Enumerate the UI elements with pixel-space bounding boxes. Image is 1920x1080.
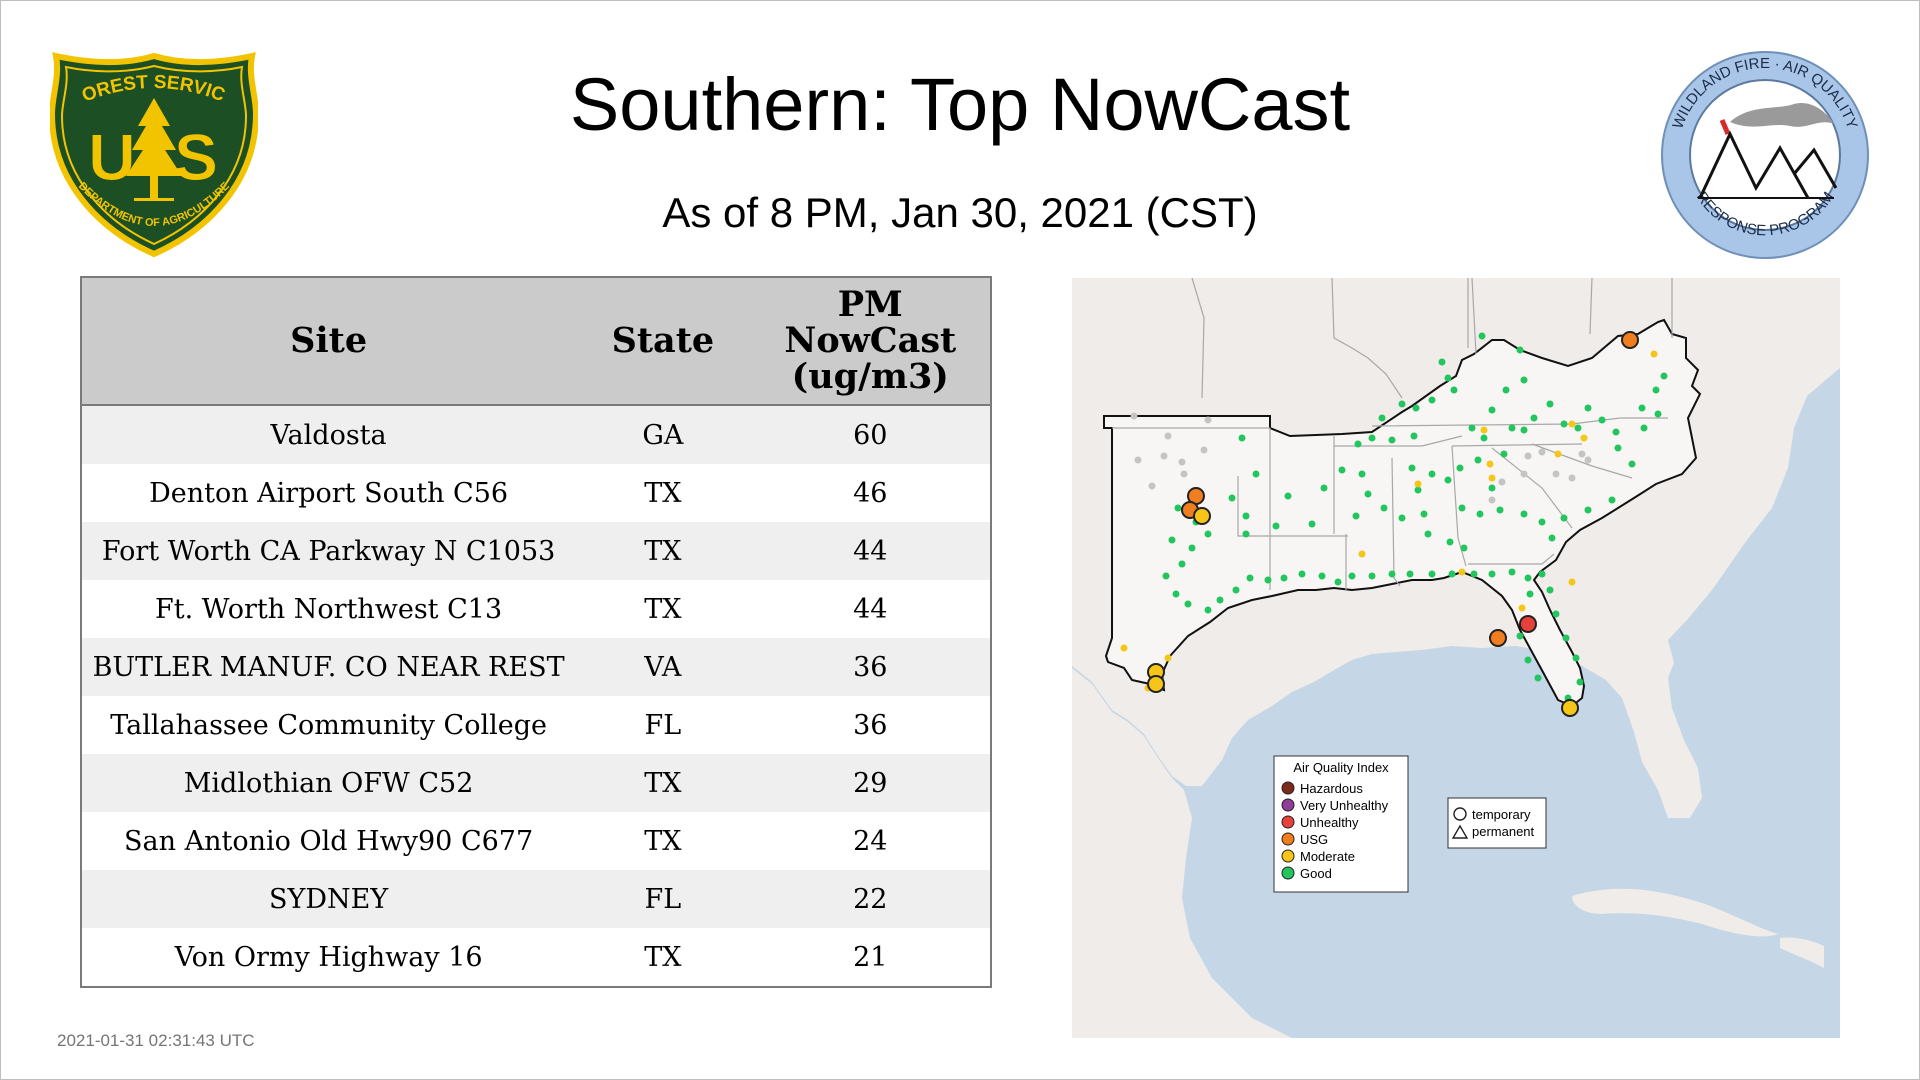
- map-state-borders: [1112, 277, 1673, 590]
- temporary-circle-icon: [1453, 807, 1467, 821]
- cell-value: 21: [750, 928, 991, 987]
- nowcast-table: Site State PM NowCast (ug/m3) Valdosta G…: [80, 276, 992, 988]
- page-title: Southern: Top NowCast: [569, 63, 1351, 146]
- cell-value: 29: [750, 754, 991, 812]
- cell-value: 24: [750, 812, 991, 870]
- cell-value: 36: [750, 696, 991, 754]
- table-row: San Antonio Old Hwy90 C677 TX 24: [81, 812, 991, 870]
- aqi-map-svg: Air Quality Index Hazardous Very Unhealt…: [1072, 277, 1840, 1038]
- legend-swatch-very-unhealthy: [1281, 798, 1295, 812]
- cell-state: TX: [575, 928, 751, 987]
- legend-swatch-good: [1281, 866, 1295, 880]
- col-header-site: Site: [81, 277, 576, 406]
- table-row: BUTLER MANUF. CO NEAR REST VA 36: [81, 638, 991, 696]
- cell-value: 46: [750, 464, 991, 522]
- legend-swatch-hazardous: [1281, 781, 1295, 795]
- map-hispaniola: [1780, 937, 1824, 968]
- footer-timestamp: 2021-01-31 02:31:43 UTC: [57, 1031, 255, 1050]
- map-cuba: [1572, 888, 1778, 937]
- cell-site: Midlothian OFW C52: [81, 754, 576, 812]
- cell-value: 44: [750, 580, 991, 638]
- pm-header-line3: (ug/m3): [791, 356, 949, 397]
- cell-site: San Antonio Old Hwy90 C677: [81, 812, 576, 870]
- map-moderate-markers: [1120, 350, 1658, 692]
- legend-swatch-moderate: [1281, 849, 1295, 863]
- table-row: Valdosta GA 60: [81, 405, 991, 464]
- cell-site: SYDNEY: [81, 870, 576, 928]
- col-header-pm-nowcast: PM NowCast (ug/m3): [750, 277, 991, 406]
- cell-state: TX: [575, 754, 751, 812]
- legend-label: Unhealthy: [1300, 815, 1359, 830]
- cell-site: Denton Airport South C56: [81, 464, 576, 522]
- cell-state: TX: [575, 464, 751, 522]
- legend-label: Very Unhealthy: [1300, 798, 1389, 813]
- svg-text:U: U: [88, 120, 136, 194]
- pm-header-line1: PM: [837, 284, 903, 325]
- table-header-row: Site State PM NowCast (ug/m3): [81, 277, 991, 406]
- cell-state: FL: [575, 696, 751, 754]
- map-highlight-markers: [1147, 331, 1639, 717]
- legend-swatch-usg: [1281, 832, 1295, 846]
- col-header-state: State: [575, 277, 751, 406]
- table-row: SYDNEY FL 22: [81, 870, 991, 928]
- table-row: Ft. Worth Northwest C13 TX 44: [81, 580, 991, 638]
- cell-value: 36: [750, 638, 991, 696]
- cell-site: Ft. Worth Northwest C13: [81, 580, 576, 638]
- legend-swatch-unhealthy: [1281, 815, 1295, 829]
- cell-site: BUTLER MANUF. CO NEAR REST: [81, 638, 576, 696]
- aqi-legend-title: Air Quality Index: [1293, 760, 1389, 775]
- table-row: Denton Airport South C56 TX 46: [81, 464, 991, 522]
- aqi-legend: Air Quality Index Hazardous Very Unhealt…: [1273, 755, 1409, 893]
- map-nodata-markers: [1130, 412, 1592, 504]
- wildland-fire-seal-icon: WILDLAND FIRE · AIR QUALITY RESPONSE PRO…: [1661, 51, 1869, 259]
- shape-legend-permanent: permanent: [1472, 824, 1535, 839]
- cell-state: TX: [575, 812, 751, 870]
- cell-site: Valdosta: [81, 405, 576, 464]
- cell-value: 44: [750, 522, 991, 580]
- map-mexico: [1072, 668, 1292, 1038]
- table-row: Midlothian OFW C52 TX 29: [81, 754, 991, 812]
- legend-label: USG: [1300, 832, 1328, 847]
- wildland-fire-aq-logo: WILDLAND FIRE · AIR QUALITY RESPONSE PRO…: [1658, 48, 1872, 262]
- table-row: Fort Worth CA Parkway N C1053 TX 44: [81, 522, 991, 580]
- legend-label: Moderate: [1300, 849, 1355, 864]
- cell-state: VA: [575, 638, 751, 696]
- map-good-markers: [1162, 332, 1668, 702]
- cell-state: TX: [575, 522, 751, 580]
- cell-state: TX: [575, 580, 751, 638]
- svg-text:S: S: [174, 120, 218, 194]
- cell-state: GA: [575, 405, 751, 464]
- shape-legend: temporary permanent: [1447, 797, 1547, 849]
- legend-label: Hazardous: [1300, 781, 1363, 796]
- pm-header-line2: NowCast: [784, 320, 957, 361]
- cell-site: Von Ormy Highway 16: [81, 928, 576, 987]
- page-subtitle: As of 8 PM, Jan 30, 2021 (CST): [662, 189, 1258, 236]
- table-row: Tallahassee Community College FL 36: [81, 696, 991, 754]
- cell-value: 22: [750, 870, 991, 928]
- shape-legend-temporary: temporary: [1472, 807, 1531, 822]
- cell-site: Fort Worth CA Parkway N C1053: [81, 522, 576, 580]
- cell-value: 60: [750, 405, 991, 464]
- legend-label: Good: [1300, 866, 1332, 881]
- cell-site: Tallahassee Community College: [81, 696, 576, 754]
- table-row: Von Ormy Highway 16 TX 21: [81, 928, 991, 987]
- aqi-map: Air Quality Index Hazardous Very Unhealt…: [1072, 277, 1840, 1038]
- permanent-triangle-icon: [1451, 824, 1469, 839]
- cell-state: FL: [575, 870, 751, 928]
